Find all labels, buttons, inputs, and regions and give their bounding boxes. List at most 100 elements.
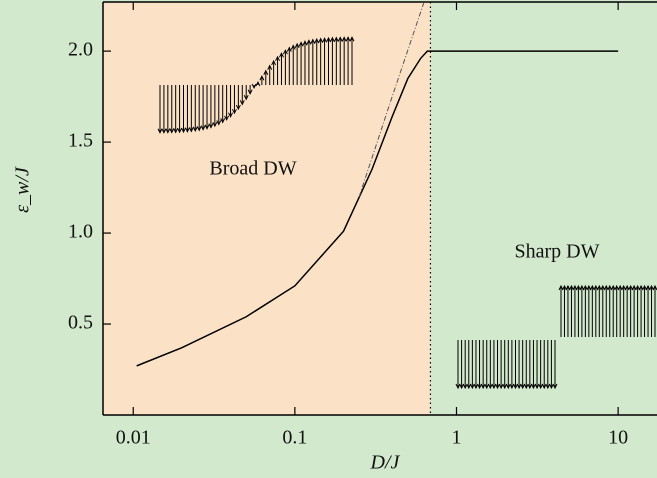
- spin-arrow-head: [184, 127, 190, 133]
- spin-arrow-head: [455, 383, 461, 390]
- spin-arrow-head: [188, 127, 194, 133]
- spin-arrow-head: [177, 127, 183, 134]
- spin-arrow-head: [349, 36, 355, 42]
- spin-arrow-head: [263, 69, 269, 75]
- spin-arrow-head: [282, 49, 288, 55]
- spin-arrow-head: [645, 284, 651, 291]
- spin-arrow-head: [548, 383, 554, 390]
- spin-arrow-head: [341, 36, 347, 42]
- spin-arrow-head: [466, 383, 472, 390]
- spin-arrow-head: [473, 383, 479, 390]
- spin-arrow-head: [345, 36, 351, 42]
- spin-arrow-head: [530, 383, 536, 390]
- spin-arrow-head: [314, 37, 320, 44]
- spin-arrow-head: [255, 80, 261, 87]
- spin-arrow-head: [192, 126, 198, 133]
- spin-arrow-head: [552, 383, 558, 390]
- spin-arrow-head: [487, 383, 493, 390]
- spin-arrow-head: [469, 383, 475, 390]
- spin-arrow-head: [220, 118, 226, 124]
- x-tick-label: 0.01: [116, 427, 151, 449]
- spin-arrow-head: [568, 284, 574, 291]
- spin-arrow-head: [628, 284, 634, 291]
- spin-arrow-head: [267, 64, 273, 70]
- spin-arrow-head: [513, 383, 518, 390]
- spin-arrow-head: [541, 383, 547, 390]
- spin-arrow-head: [614, 284, 620, 291]
- y-tick-label: 1.5: [68, 130, 93, 152]
- series-line: [136, 50, 619, 367]
- spin-arrow-head: [286, 46, 292, 52]
- spin-arrow-head: [572, 284, 578, 291]
- spin-arrow-head: [480, 383, 486, 390]
- spin-arrow-head: [169, 128, 175, 134]
- spin-arrow-head: [239, 100, 245, 106]
- spin-arrow-head: [538, 383, 544, 390]
- spin-arrow-head: [631, 284, 637, 291]
- spin-arrow-head: [610, 284, 616, 291]
- spin-arrow-head: [462, 383, 468, 390]
- spin-arrow-head: [509, 383, 515, 390]
- spin-arrow-head: [516, 383, 522, 390]
- spin-arrow-head: [181, 127, 186, 134]
- spin-arrow-head: [589, 284, 595, 291]
- spin-arrow-head: [318, 37, 324, 43]
- y-tick-label: 2.0: [68, 39, 93, 61]
- spin-arrow-head: [603, 284, 609, 291]
- spin-arrow-head: [228, 112, 233, 118]
- spin-arrow-head: [502, 383, 508, 390]
- spin-arrow-head: [243, 95, 249, 101]
- spin-arrow-head: [326, 36, 331, 43]
- x-tick-label: 1: [451, 427, 461, 449]
- spin-arrow-head: [279, 52, 284, 58]
- spin-arrow-head: [565, 284, 571, 291]
- spin-arrow-head: [596, 284, 602, 291]
- spin-arrow-head: [617, 284, 623, 291]
- spin-arrow-head: [562, 284, 567, 291]
- spin-arrow-head: [600, 284, 606, 291]
- annotation: Sharp DW: [515, 241, 600, 263]
- spin-arrow-head: [200, 125, 206, 131]
- y-tick-label: 0.5: [68, 312, 93, 334]
- spin-arrow-head: [298, 41, 304, 47]
- spin-arrow-head: [459, 383, 465, 390]
- spin-arrow-head: [652, 284, 657, 291]
- spin-arrow-head: [520, 383, 526, 390]
- spin-arrow-head: [523, 383, 529, 390]
- spin-arrow-head: [247, 89, 253, 95]
- spin-arrow-head: [173, 128, 179, 134]
- spin-arrow-head: [337, 36, 343, 42]
- spin-arrow-head: [322, 37, 328, 43]
- y-axis-label: ε_w/J: [12, 166, 34, 213]
- plot-area: [102, 1, 657, 416]
- spin-arrow-head: [204, 124, 210, 130]
- spin-arrow-head: [271, 59, 277, 66]
- spin-arrow-head: [649, 284, 654, 291]
- spin-arrow-head: [251, 83, 257, 90]
- spin-arrow-head: [196, 126, 202, 132]
- spin-arrow-head: [491, 383, 497, 390]
- spin-arrow-head: [259, 75, 265, 81]
- spin-arrow-head: [621, 284, 627, 291]
- spin-arrow-head: [624, 284, 630, 291]
- spin-arrow-head: [527, 383, 533, 390]
- spin-arrow-head: [306, 39, 312, 45]
- spin-arrow-head: [642, 284, 648, 291]
- spin-arrow-head: [593, 284, 599, 291]
- annotation: Broad DW: [209, 158, 296, 180]
- spin-arrow-head: [534, 383, 540, 390]
- broad-region: [103, 2, 431, 415]
- spin-arrow-head: [232, 108, 237, 115]
- x-tick-label: 0.1: [282, 427, 307, 449]
- spin-arrow-head: [294, 42, 300, 49]
- x-axis-label: D/J: [370, 452, 401, 474]
- spin-arrow-head: [216, 120, 222, 126]
- spin-arrow-head: [477, 383, 483, 390]
- spin-arrow-head: [310, 38, 316, 44]
- spin-arrow-head: [224, 115, 230, 121]
- spin-arrow-head: [165, 128, 171, 134]
- spin-arrow-head: [635, 284, 641, 291]
- spin-arrow-head: [302, 40, 308, 46]
- spin-arrow-head: [208, 123, 214, 129]
